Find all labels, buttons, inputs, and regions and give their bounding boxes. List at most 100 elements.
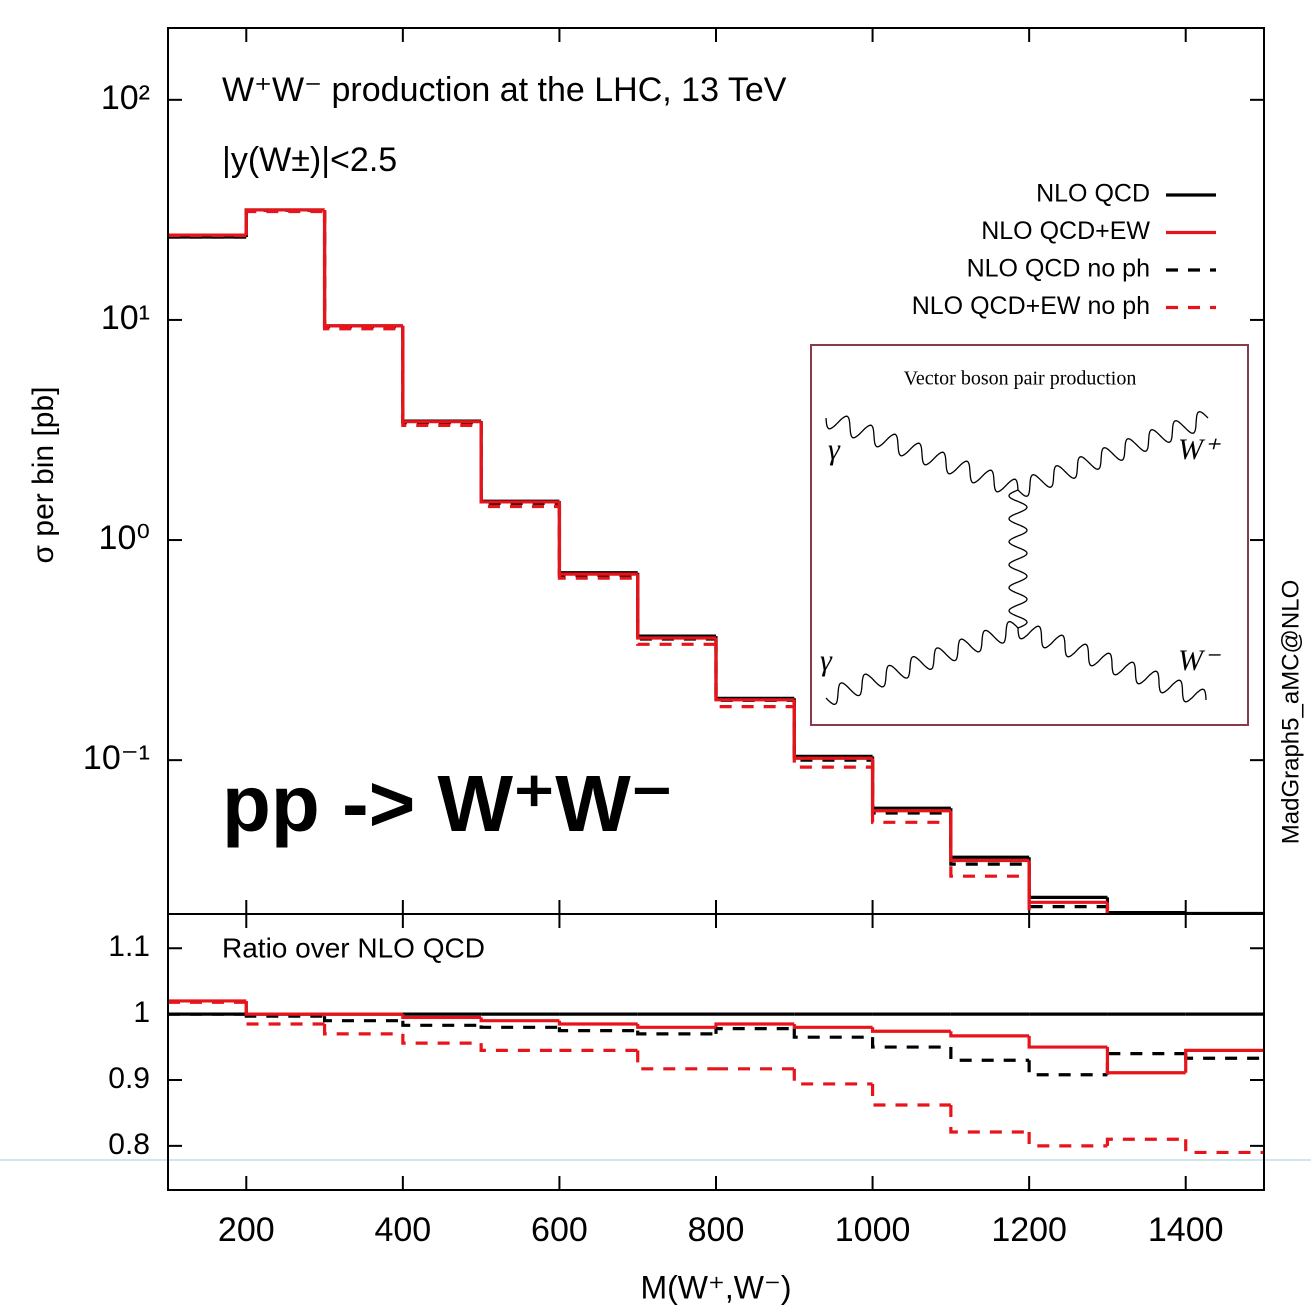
wavy-line <box>1008 489 1028 629</box>
histogram-step <box>870 767 951 824</box>
histogram-step <box>1027 860 1108 904</box>
x-tick-label: 400 <box>374 1211 431 1249</box>
y-tick-label: 0.8 <box>108 1128 150 1161</box>
histogram-step <box>949 813 1030 866</box>
x-tick-label: 200 <box>218 1211 275 1249</box>
annotation: pp -> W⁺W⁻ <box>222 759 673 848</box>
histogram-step <box>1027 864 1108 909</box>
histogram-step <box>870 758 951 813</box>
histogram-step <box>714 644 795 709</box>
histogram-step <box>557 1020 638 1026</box>
histogram-step <box>949 810 1030 863</box>
wavy-line <box>1017 625 1207 703</box>
histogram-step <box>244 208 325 236</box>
histogram-step <box>949 1031 1030 1038</box>
y-tick-label: 10⁰ <box>99 519 150 557</box>
x-tick-label: 1400 <box>1148 1211 1224 1249</box>
inset-title: Vector boson pair production <box>904 368 1137 390</box>
chart-subtitle: |y(W±)|<2.5 <box>222 141 397 179</box>
histogram-step <box>1105 902 1110 914</box>
histogram-step <box>949 1047 1030 1062</box>
histogram-step <box>1105 1047 1186 1075</box>
histogram-step <box>636 1050 716 1071</box>
y-tick-label: 10² <box>101 79 150 117</box>
histogram-step <box>870 1027 951 1033</box>
plot-area <box>168 208 1264 914</box>
y-tick-label: 10¹ <box>101 299 150 337</box>
histogram-step <box>792 1024 873 1029</box>
histogram-step <box>322 209 403 328</box>
histogram-step <box>949 822 1030 878</box>
histogram-step <box>1027 1035 1108 1049</box>
histogram-step <box>792 1068 873 1086</box>
x-tick-label: 1000 <box>835 1211 911 1249</box>
wavy-line <box>825 621 1019 705</box>
histogram-step <box>322 1024 403 1036</box>
histogram-step <box>322 1016 403 1023</box>
histogram-step <box>401 325 482 424</box>
histogram-step <box>479 1025 560 1029</box>
panel: 0.8 0.9 1 1.1 200 400 600 800 1000 1200 1400 <box>108 914 1264 1249</box>
histogram-step <box>244 1000 325 1016</box>
plots: 10⁻¹ 10⁰ 10¹ 10² NLO QCD NLO QCD+EW NLO QCD no… <box>83 28 1264 1249</box>
histogram-step <box>792 1028 873 1039</box>
diagram <box>825 411 1209 705</box>
histogram-step <box>1184 1139 1264 1155</box>
y-axis-label: σ per bin [pb] <box>27 387 60 564</box>
histogram-step <box>714 637 795 702</box>
y-tick-label: 0.9 <box>108 1062 150 1095</box>
panel: 10⁻¹ 10⁰ 10¹ 10² NLO QCD NLO QCD+EW NLO QCD no… <box>83 28 1264 914</box>
histogram-step <box>714 1022 795 1028</box>
x-tick-label: 800 <box>688 1211 745 1249</box>
histogram-step <box>401 1033 482 1045</box>
wavy-line <box>1017 411 1209 497</box>
inset-label: γ <box>820 644 833 677</box>
inset-label: W⁺ <box>1178 433 1221 466</box>
histogram-step <box>479 1017 560 1023</box>
histogram-step <box>401 1020 482 1027</box>
legend-label: NLO QCD+EW no ph <box>912 292 1150 320</box>
legend-label: NLO QCD <box>1036 180 1150 208</box>
series <box>168 999 1264 1075</box>
histogram-step <box>322 211 403 331</box>
histogram-step <box>870 1037 951 1049</box>
x-tick-label: 1200 <box>991 1211 1067 1249</box>
legend-label: NLO QCD+EW <box>981 217 1150 245</box>
chart-title: W⁺W⁻ production at the LHC, 13 TeV <box>222 71 787 109</box>
histogram-step <box>1027 1060 1108 1077</box>
y-tick-label: 1.1 <box>108 930 150 963</box>
inset-frame <box>810 344 1249 726</box>
histogram-step <box>1027 1132 1108 1148</box>
y-tick-label: 10⁻¹ <box>83 739 150 777</box>
side-label: MadGraph5_aMC@NLO <box>1277 580 1304 844</box>
histogram-step <box>792 706 873 769</box>
wavy-line <box>825 415 1019 493</box>
x-tick-label: 600 <box>531 1211 588 1249</box>
series <box>168 208 1110 914</box>
panel-title: Ratio over NLO QCD <box>222 932 485 963</box>
plot-frame <box>167 27 1265 1191</box>
x-axis-label: M(W⁺,W⁻) <box>640 1269 791 1305</box>
inset-label: W⁻ <box>1178 644 1221 677</box>
histogram-step <box>636 1024 716 1029</box>
inset: Vector boson pair production γ γ W⁺ W⁻ <box>810 344 1249 726</box>
histogram-step <box>636 1030 716 1036</box>
histogram-step <box>1184 1048 1264 1073</box>
histogram-step <box>636 574 716 640</box>
histogram-step <box>949 1105 1030 1134</box>
histogram-step <box>479 421 560 504</box>
plot-area <box>168 999 1264 1155</box>
series <box>168 1012 1264 1077</box>
inset-label: γ <box>828 433 841 466</box>
histogram-step <box>557 1027 638 1033</box>
histogram-step <box>557 501 638 576</box>
histogram-step <box>870 1083 951 1107</box>
histogram-step <box>792 699 873 760</box>
y-tick-label: 1 <box>133 996 150 1029</box>
legend-label: NLO QCD no ph <box>967 255 1150 283</box>
histogram-step <box>1105 1137 1186 1146</box>
histogram-step <box>792 700 873 762</box>
histogram-step <box>401 1014 482 1020</box>
histogram-step <box>479 1043 560 1052</box>
